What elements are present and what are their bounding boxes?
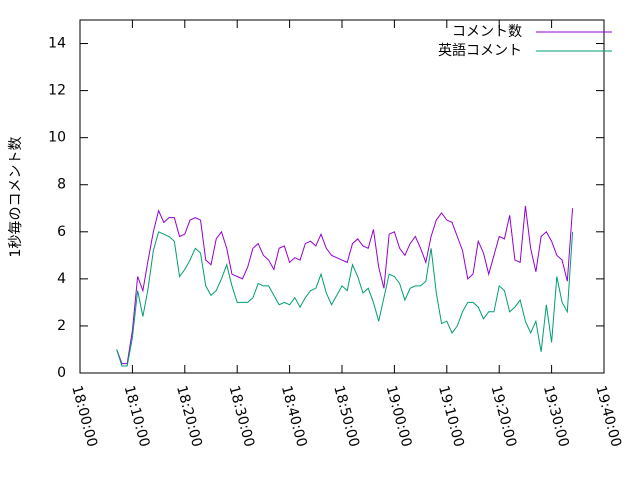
x-tick-label: 19:30:00: [540, 384, 572, 449]
series-line: [116, 231, 574, 367]
y-tick-label: 6: [57, 224, 66, 240]
x-tick-label: 18:20:00: [173, 384, 205, 449]
series-line: [116, 205, 574, 365]
y-tick-label: 8: [57, 177, 66, 193]
legend-label: コメント数: [452, 24, 522, 40]
y-tick-label: 14: [48, 36, 66, 52]
y-tick-label: 2: [57, 318, 66, 334]
y-tick-label: 4: [57, 271, 66, 287]
x-tick-label: 18:40:00: [278, 384, 310, 449]
x-tick-label: 19:20:00: [487, 384, 519, 449]
x-tick-label: 19:10:00: [435, 384, 467, 449]
x-tick-label: 18:50:00: [330, 384, 362, 449]
x-tick-label: 18:30:00: [225, 384, 257, 449]
x-tick-label: 18:00:00: [68, 384, 100, 449]
x-tick-label: 19:00:00: [383, 384, 415, 449]
y-tick-label: 10: [48, 130, 66, 146]
legend-label: 英語コメント: [438, 42, 522, 59]
y-tick-label: 0: [57, 365, 66, 381]
x-tick-label: 19:40:00: [592, 384, 624, 449]
y-axis-label: 1秒毎のコメント数: [8, 137, 24, 258]
x-tick-label: 18:10:00: [121, 384, 153, 449]
y-tick-label: 12: [48, 83, 66, 99]
